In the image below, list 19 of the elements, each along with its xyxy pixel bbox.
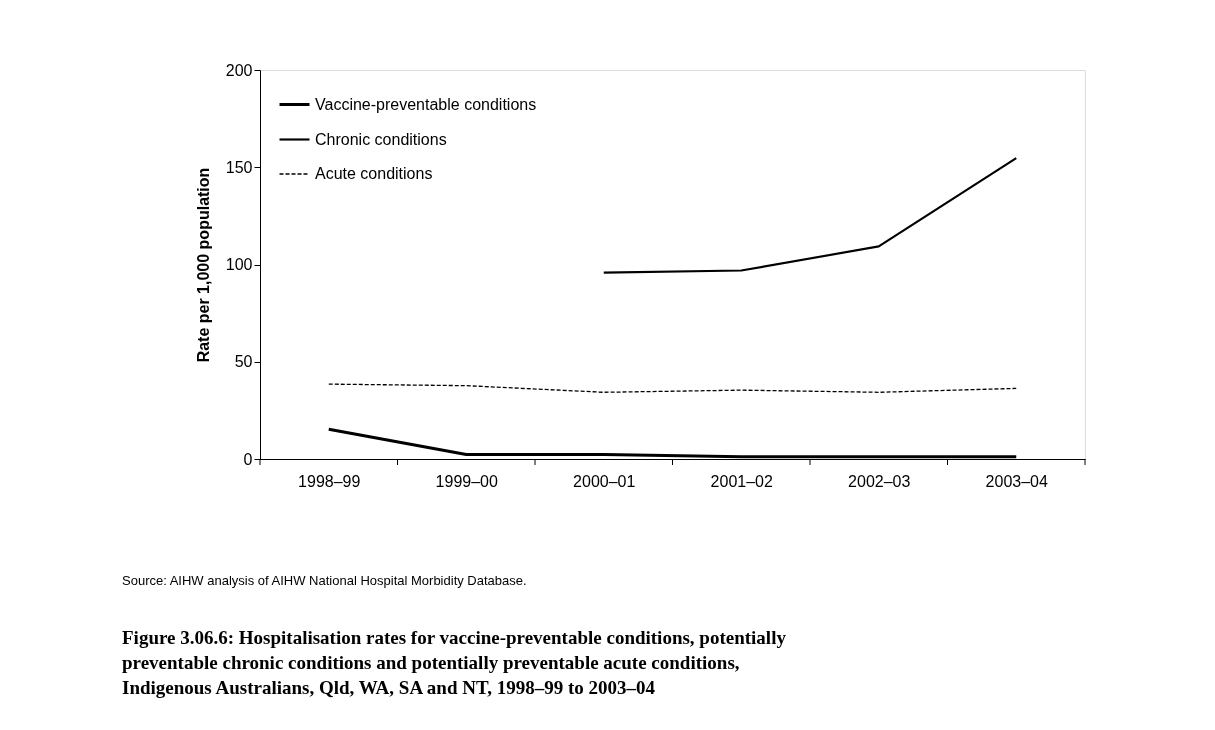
legend-label: Vaccine-preventable conditions: [315, 95, 537, 113]
y-tick-label: 100: [225, 256, 253, 273]
x-tick-label: 2003–04: [985, 472, 1048, 490]
y-tick-label: 0: [243, 450, 253, 468]
x-tick-label: 2002–03: [848, 472, 911, 490]
y-axis-title: Rate per 1,000 population: [194, 167, 212, 363]
line-series: [602, 157, 1018, 274]
legend-label: Chronic conditions: [315, 130, 447, 148]
x-tick-label: 1999–00: [435, 472, 498, 490]
text: Figure 3.06.6: Hospitalisation rates for vaccine-preventable conditions, potentially preventable chronic conditions and potentially preventable acute conditions, Indigenous Australians, Qld, WA, SA and NT, 1998–99 to 2003–04: [122, 627, 787, 698]
y-tick-label: 200: [225, 61, 253, 79]
x-tick-label: 2000–01: [573, 472, 636, 490]
legend-label: Acute conditions: [315, 165, 433, 182]
x-tick-label: 2001–02: [710, 472, 773, 490]
line-series: [328, 383, 1017, 393]
x-tick-label: 1998–99: [298, 472, 361, 490]
source-note: Source: AIHW analysis of AIHW National Hospital Morbidity Database.: [122, 573, 527, 588]
y-tick-label: 150: [225, 158, 253, 176]
y-tick-label: 50: [234, 353, 253, 371]
